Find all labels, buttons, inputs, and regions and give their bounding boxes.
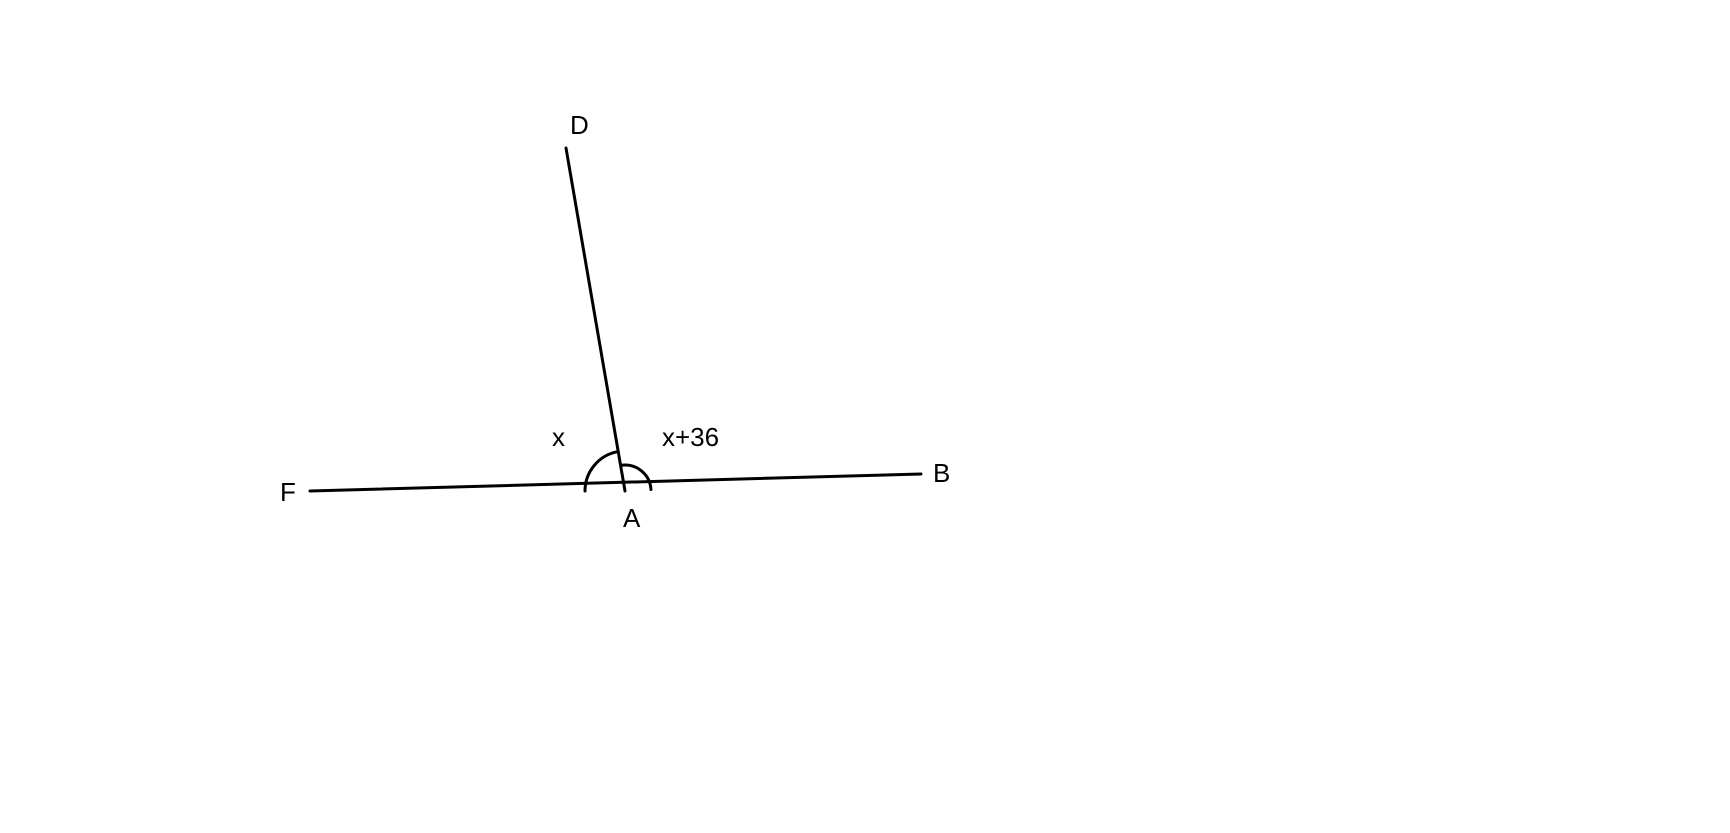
angle-label-1: x+36 xyxy=(662,422,719,452)
point-label-B: B xyxy=(933,458,950,488)
geometry-diagram: A B F Dx x+36 xyxy=(0,0,1730,833)
canvas-bg xyxy=(0,0,1730,833)
point-label-F: F xyxy=(280,477,296,507)
angle-label-0: x xyxy=(552,422,565,452)
point-label-A: A xyxy=(623,503,641,533)
point-label-D: D xyxy=(570,110,589,140)
